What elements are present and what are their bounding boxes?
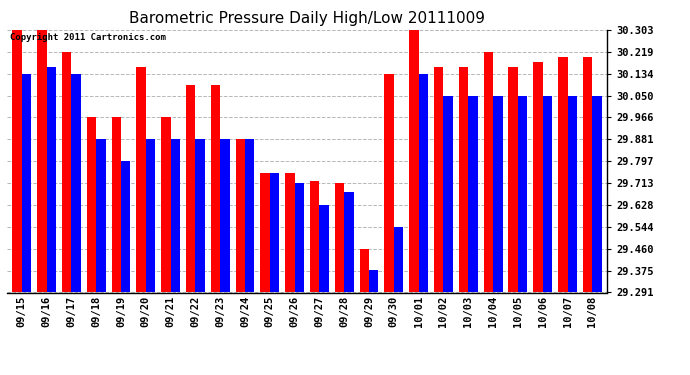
- Bar: [444, 96, 453, 292]
- Bar: [558, 57, 567, 292]
- Bar: [12, 30, 22, 292]
- Bar: [22, 74, 31, 292]
- Bar: [235, 140, 245, 292]
- Bar: [518, 96, 527, 292]
- Bar: [359, 249, 369, 292]
- Bar: [161, 117, 170, 292]
- Bar: [533, 62, 543, 292]
- Bar: [459, 67, 469, 292]
- Bar: [170, 140, 180, 292]
- Bar: [285, 174, 295, 292]
- Bar: [47, 67, 56, 292]
- Bar: [310, 181, 319, 292]
- Bar: [71, 74, 81, 292]
- Bar: [434, 67, 444, 292]
- Bar: [211, 85, 220, 292]
- Bar: [37, 30, 47, 292]
- Bar: [543, 96, 552, 292]
- Text: Copyright 2011 Cartronics.com: Copyright 2011 Cartronics.com: [10, 33, 166, 42]
- Bar: [220, 140, 230, 292]
- Bar: [112, 117, 121, 292]
- Bar: [295, 183, 304, 292]
- Bar: [195, 140, 205, 292]
- Bar: [335, 183, 344, 292]
- Bar: [493, 96, 502, 292]
- Bar: [319, 205, 329, 292]
- Bar: [394, 227, 403, 292]
- Bar: [245, 140, 255, 292]
- Bar: [260, 174, 270, 292]
- Bar: [409, 30, 419, 292]
- Title: Barometric Pressure Daily High/Low 20111009: Barometric Pressure Daily High/Low 20111…: [129, 11, 485, 26]
- Bar: [369, 270, 379, 292]
- Bar: [469, 96, 477, 292]
- Bar: [146, 140, 155, 292]
- Bar: [62, 52, 71, 292]
- Bar: [121, 161, 130, 292]
- Bar: [419, 74, 428, 292]
- Bar: [592, 96, 602, 292]
- Bar: [509, 67, 518, 292]
- Bar: [186, 85, 195, 292]
- Bar: [484, 52, 493, 292]
- Bar: [344, 192, 354, 292]
- Bar: [270, 174, 279, 292]
- Bar: [583, 57, 592, 292]
- Bar: [87, 117, 96, 292]
- Bar: [567, 96, 577, 292]
- Bar: [137, 67, 146, 292]
- Bar: [96, 140, 106, 292]
- Bar: [384, 74, 394, 292]
